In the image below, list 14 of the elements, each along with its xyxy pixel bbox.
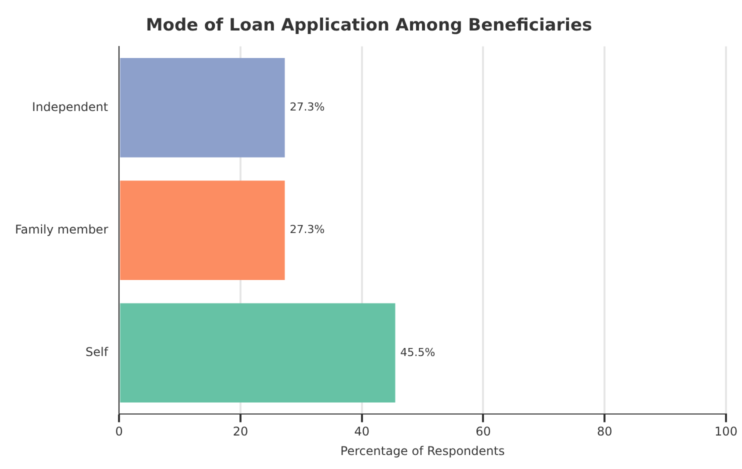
y-tick-label: Self <box>86 345 109 360</box>
y-tick-label: Family member <box>15 222 108 236</box>
x-tick-label: 40 <box>354 424 370 439</box>
y-tick-label: Independent <box>32 100 108 114</box>
x-tick-label: 0 <box>115 424 123 439</box>
x-tick-label: 100 <box>714 424 738 439</box>
data-label: 27.3% <box>290 223 325 236</box>
x-axis-title: Percentage of Respondents <box>340 444 505 458</box>
x-tick-label: 80 <box>596 424 612 439</box>
x-tick-label: 60 <box>476 424 491 439</box>
x-tick-label: 20 <box>232 424 248 439</box>
chart-title: Mode of Loan Application Among Beneficiaries <box>146 16 592 36</box>
data-label: 45.5% <box>400 346 436 359</box>
data-label: 27.3% <box>290 100 325 114</box>
